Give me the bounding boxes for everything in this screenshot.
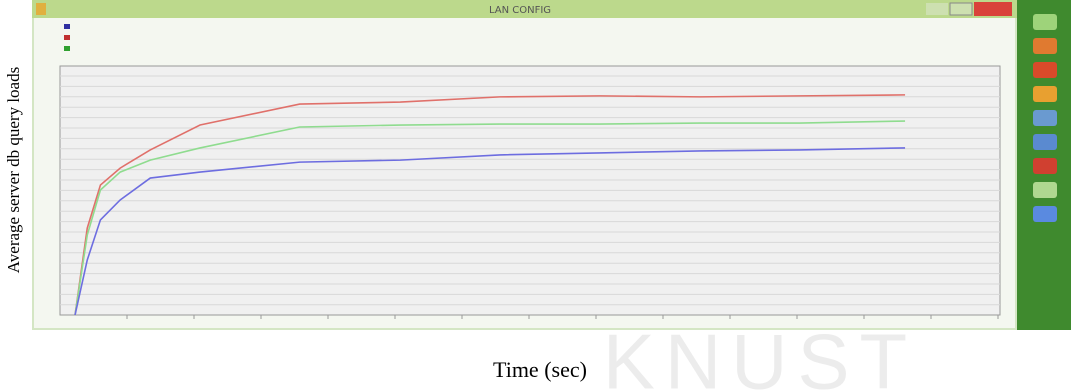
series-line: [74, 94, 906, 316]
legend-swatch: [64, 24, 70, 29]
sidebar-icon[interactable]: [1033, 86, 1057, 102]
sidebar-icon[interactable]: [1033, 110, 1057, 126]
minimize-button[interactable]: [926, 3, 948, 15]
window-icon: [36, 3, 46, 15]
sidebar-icon[interactable]: [1033, 158, 1057, 174]
maximize-button[interactable]: [949, 2, 973, 16]
sidebar-icon[interactable]: [1033, 14, 1057, 30]
sidebar-icon[interactable]: [1033, 182, 1057, 198]
title-bar: [32, 0, 1017, 18]
sidebar-icon[interactable]: [1033, 38, 1057, 54]
series-line: [74, 147, 906, 316]
legend-swatch: [64, 35, 70, 40]
window-title: LAN CONFIG: [489, 5, 551, 16]
y-axis-label: Average server db query loads: [4, 67, 23, 273]
x-axis-label: Time (sec): [493, 357, 587, 382]
sidebar-icon[interactable]: [1033, 62, 1057, 78]
sidebar-icon[interactable]: [1033, 206, 1057, 222]
close-button[interactable]: [974, 2, 1012, 16]
series-line: [74, 120, 906, 316]
sidebar-icon[interactable]: [1033, 134, 1057, 150]
legend-swatch: [64, 46, 70, 51]
